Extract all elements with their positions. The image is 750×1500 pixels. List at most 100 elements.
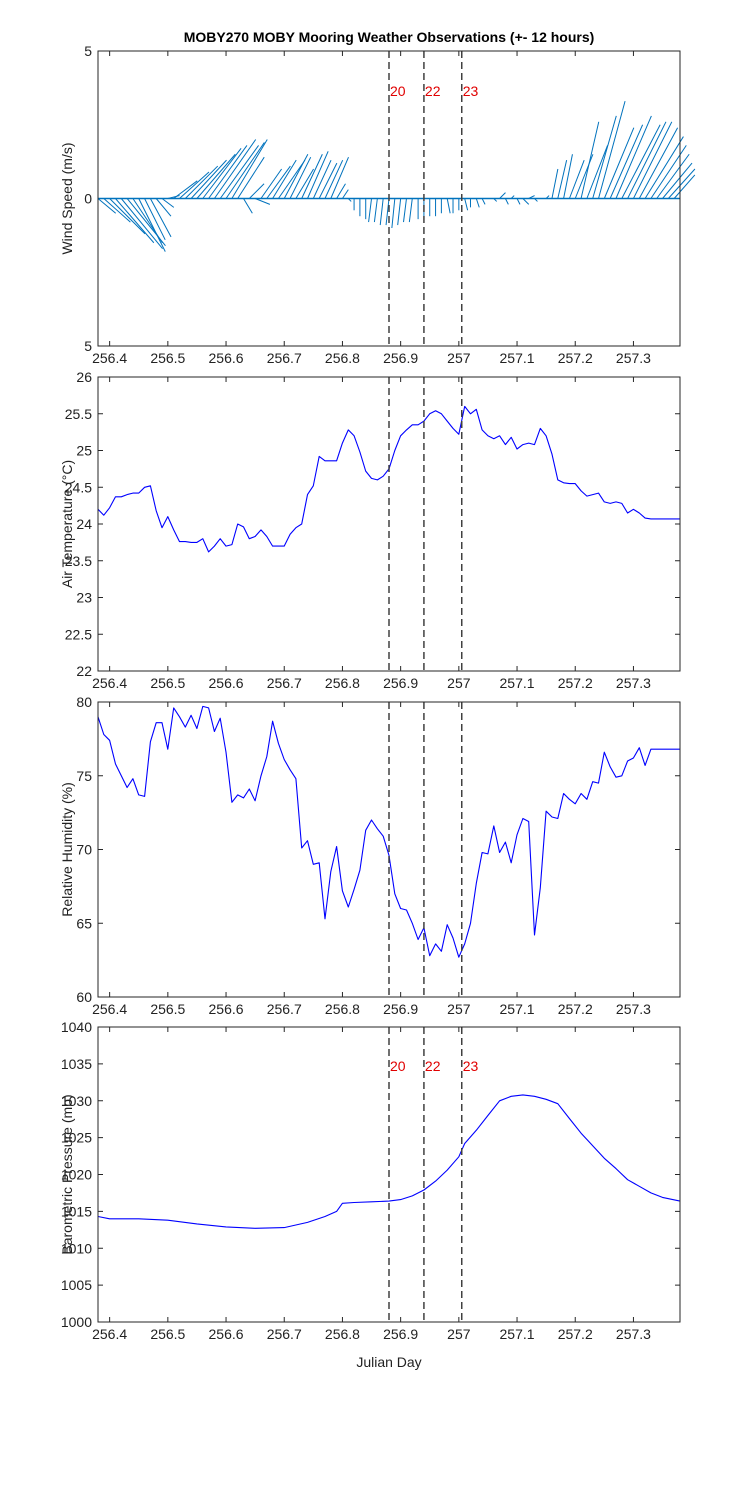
event-label: 23 <box>463 83 479 99</box>
wind-vector <box>149 198 172 238</box>
x-tick-label: 257.1 <box>500 675 535 691</box>
y-tick-label: 1030 <box>61 1093 92 1109</box>
wind-vector <box>330 157 349 199</box>
wind-vector <box>586 145 608 199</box>
y-axis-label: Barometric Pressure (mb) <box>59 1094 75 1254</box>
wind-vector <box>283 154 309 199</box>
x-tick-label: 257.2 <box>558 1326 593 1342</box>
wind-vector <box>208 145 248 199</box>
relative-humidity-panel: 256.4 256.5 256.6 256.7 256.8 256.9 257 257.1 25… <box>59 694 681 1017</box>
wind-vector <box>120 198 163 249</box>
y-tick-label: 23.5 <box>65 553 92 569</box>
y-tick-label: 23 <box>76 590 92 606</box>
wind-vector <box>324 159 344 199</box>
wind-vector <box>522 198 530 205</box>
event-label: 22 <box>425 1058 441 1074</box>
x-tick-label: 256.7 <box>267 350 302 366</box>
wind-vector <box>161 198 175 208</box>
y-tick-label: 5 <box>84 338 92 354</box>
wind-vector <box>673 174 696 199</box>
x-tick-label: 257 <box>447 350 471 366</box>
x-tick-label: 256.7 <box>267 1326 302 1342</box>
wind-vector <box>260 168 283 199</box>
wind-vector <box>342 189 349 199</box>
y-tick-label: 1000 <box>61 1314 92 1330</box>
wind-vector <box>557 160 568 199</box>
wind-speed-panel: 256.4 256.5 256.6 256.7 256.8 256.9 257 257.1 25… <box>59 43 696 366</box>
x-tick-label: 256.5 <box>150 1326 185 1342</box>
x-tick-label: 257 <box>447 1326 471 1342</box>
wind-vector <box>109 198 146 235</box>
wind-vector <box>598 101 626 199</box>
wind-vector <box>446 198 451 214</box>
air-temperature-panel: 256.4 256.5 256.6 256.7 256.8 256.9 257 257.1 25… <box>59 369 681 691</box>
y-tick-label: 5 <box>84 43 92 59</box>
y-tick-label: 1015 <box>61 1203 92 1219</box>
x-tick-label: 257.2 <box>558 350 593 366</box>
axes-frame <box>97 701 681 998</box>
wind-vector <box>307 151 329 199</box>
x-tick-label: 256.5 <box>150 675 185 691</box>
wind-vector <box>103 198 131 223</box>
wind-vector <box>667 168 696 199</box>
axes-frame <box>97 1026 681 1323</box>
y-axis-label: Relative Humidity (%) <box>59 782 75 917</box>
y-tick-label: 65 <box>76 915 92 931</box>
wind-vector <box>481 198 486 205</box>
wind-vector <box>403 198 407 223</box>
x-axis-label: Julian Day <box>356 1354 421 1370</box>
wind-vector <box>295 168 315 199</box>
y-axis-label: Wind Speed (m/s) <box>59 142 75 254</box>
barometric-pressure-panel: 256.4 256.5 256.6 256.7 256.8 256.9 257 257.1 25… <box>59 1019 681 1342</box>
x-tick-label: 256.4 <box>92 675 127 691</box>
wind-vector <box>408 198 413 223</box>
relative-humidity-series-line <box>97 705 680 958</box>
x-tick-label: 257.3 <box>616 1326 651 1342</box>
wind-vector <box>272 159 297 199</box>
y-tick-label: 22.5 <box>65 626 92 642</box>
y-tick-label: 1005 <box>61 1277 92 1293</box>
wind-vector <box>336 183 346 199</box>
x-tick-label: 256.5 <box>150 350 185 366</box>
x-tick-label: 256.6 <box>209 1001 244 1017</box>
y-tick-label: 26 <box>76 369 92 385</box>
x-tick-label: 257.3 <box>616 675 651 691</box>
wind-vector <box>248 183 265 199</box>
x-tick-label: 256.9 <box>383 1001 418 1017</box>
wind-vector <box>391 198 396 229</box>
wind-vector <box>231 139 268 199</box>
wind-vector <box>615 115 652 199</box>
wind-vector <box>196 153 236 199</box>
wind-vector <box>592 115 617 199</box>
x-tick-label: 257.1 <box>500 1001 535 1017</box>
wind-vector <box>603 127 635 199</box>
x-tick-label: 256.9 <box>383 350 418 366</box>
x-tick-label: 257 <box>447 1001 471 1017</box>
y-tick-label: 1035 <box>61 1056 92 1072</box>
wind-vector <box>516 198 521 205</box>
x-tick-label: 256.6 <box>209 350 244 366</box>
x-tick-label: 256.4 <box>92 350 127 366</box>
wind-vector <box>373 198 378 223</box>
wind-vector <box>155 198 172 217</box>
x-tick-label: 256.7 <box>267 675 302 691</box>
x-tick-label: 257.2 <box>558 1001 593 1017</box>
y-tick-label: 0 <box>84 191 92 207</box>
wind-vector <box>385 198 390 226</box>
x-tick-label: 257.2 <box>558 675 593 691</box>
y-tick-label: 24 <box>76 516 92 532</box>
wind-vector <box>475 198 480 208</box>
wind-vector <box>621 124 661 199</box>
wind-vector <box>580 121 600 199</box>
wind-vector <box>312 159 332 199</box>
y-tick-label: 60 <box>76 989 92 1005</box>
x-tick-label: 257.1 <box>500 1326 535 1342</box>
wind-vector <box>568 159 585 199</box>
event-label: 20 <box>390 83 406 99</box>
wind-vector <box>563 154 573 199</box>
x-tick-label: 257 <box>447 675 471 691</box>
wind-vector <box>213 139 257 199</box>
x-tick-label: 256.9 <box>383 1326 418 1342</box>
wind-vector <box>289 156 312 199</box>
wind-vector <box>644 136 684 199</box>
